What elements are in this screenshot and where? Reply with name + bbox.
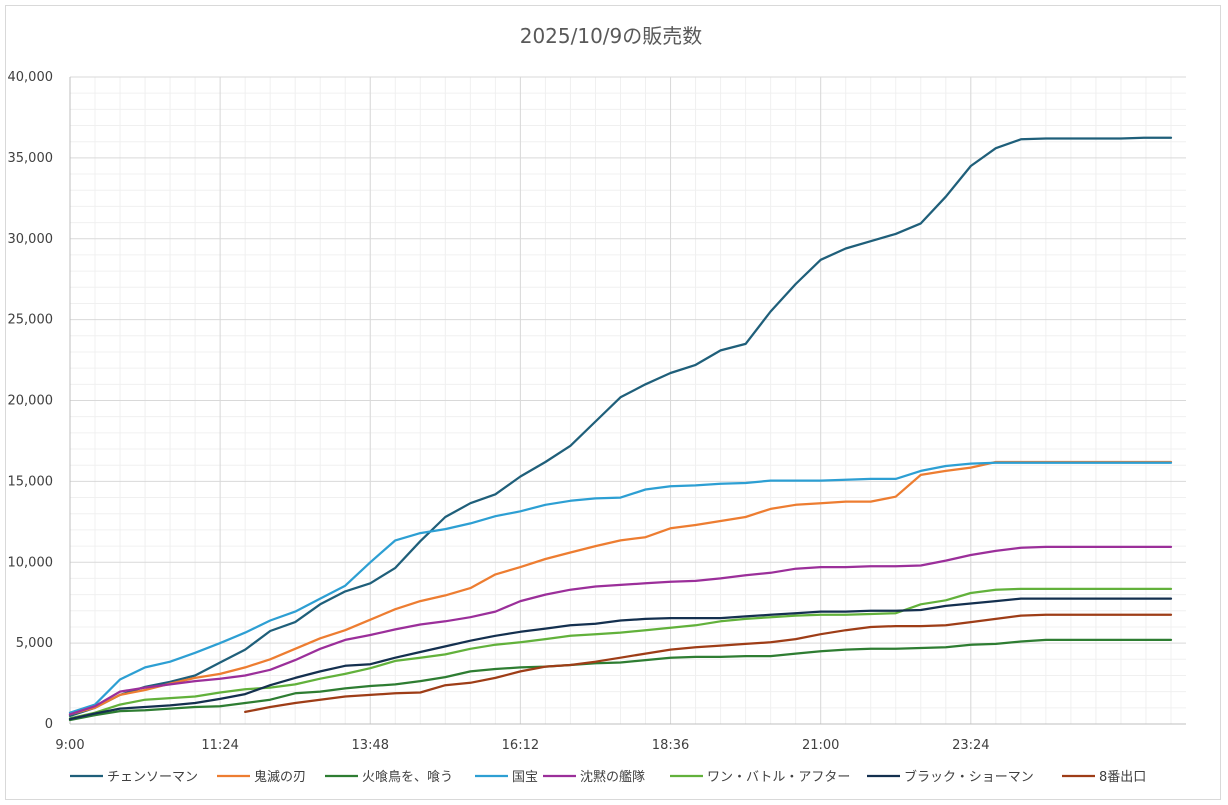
y-tick-label: 30,000 bbox=[8, 232, 54, 247]
tick-labels: 0 5,000 10,000 15,000 20,000 25,000 30,000 35,0… bbox=[8, 70, 990, 753]
legend-label: 火喰鳥を、喰う bbox=[362, 769, 453, 785]
y-tick-label: 15,000 bbox=[8, 474, 54, 489]
y-tick-label: 0 bbox=[45, 717, 53, 732]
y-tick-label: 35,000 bbox=[8, 151, 54, 166]
legend-label: 国宝 bbox=[512, 770, 538, 785]
x-tick-label: 23:24 bbox=[952, 738, 989, 753]
legend-label: ブラック・ショーマン bbox=[904, 769, 1034, 785]
y-tick-label: 25,000 bbox=[8, 313, 54, 328]
x-tick-label: 11:24 bbox=[201, 738, 238, 753]
series-line-3 bbox=[68, 638, 1173, 722]
series-line-6 bbox=[68, 587, 1173, 720]
y-tick-label: 20,000 bbox=[8, 394, 54, 409]
legend-label: 鬼滅の刃 bbox=[254, 769, 306, 785]
x-tick-label: 9:00 bbox=[55, 738, 84, 753]
legend-label: 8番出口 bbox=[1099, 770, 1146, 785]
series-line-7 bbox=[68, 597, 1173, 721]
y-tick-label: 10,000 bbox=[8, 555, 54, 570]
series-line-5 bbox=[68, 545, 1173, 716]
x-tick-label: 18:36 bbox=[652, 738, 689, 753]
series-line-8 bbox=[244, 613, 1173, 714]
x-tick-label: 21:00 bbox=[802, 738, 839, 753]
chart-area bbox=[5, 5, 1221, 800]
legend: チェンソーマン 鬼滅の刃 火喰鳥を、喰う 国宝 沈黙の艦隊 ワン・バトル・アフター ブラック… bbox=[70, 769, 1146, 785]
legend-label: チェンソーマン bbox=[107, 770, 198, 785]
series-line-1 bbox=[68, 136, 1173, 718]
x-tick-label: 13:48 bbox=[352, 738, 389, 753]
y-tick-label: 40,000 bbox=[8, 70, 54, 85]
x-tick-label: 16:12 bbox=[502, 738, 539, 753]
chart-title: 2025/10/9の販売数 bbox=[519, 24, 703, 48]
series-lines bbox=[68, 136, 1173, 722]
series-line-4 bbox=[68, 461, 1173, 714]
y-tick-label: 5,000 bbox=[16, 636, 53, 651]
legend-label: ワン・バトル・アフター bbox=[707, 770, 850, 785]
legend-label: 沈黙の艦隊 bbox=[580, 769, 645, 785]
axes bbox=[69, 77, 1186, 725]
